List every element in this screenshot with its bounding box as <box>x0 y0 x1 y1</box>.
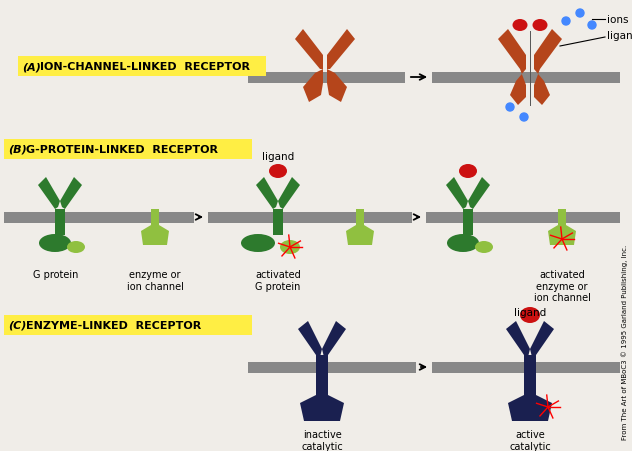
Polygon shape <box>327 70 347 103</box>
Text: (B): (B) <box>8 145 27 155</box>
Polygon shape <box>468 178 490 210</box>
Text: inactive
catalytic
domain: inactive catalytic domain <box>301 429 343 451</box>
Polygon shape <box>463 210 473 235</box>
Polygon shape <box>151 210 159 226</box>
Bar <box>432 72 620 83</box>
Polygon shape <box>38 178 60 210</box>
Polygon shape <box>356 210 364 226</box>
Polygon shape <box>300 381 344 421</box>
Ellipse shape <box>241 235 275 253</box>
Polygon shape <box>256 178 278 210</box>
Polygon shape <box>506 321 530 357</box>
Circle shape <box>520 114 528 122</box>
Polygon shape <box>508 381 552 421</box>
Ellipse shape <box>269 165 287 179</box>
Polygon shape <box>60 178 82 210</box>
Polygon shape <box>273 210 283 235</box>
Polygon shape <box>327 30 355 70</box>
Polygon shape <box>295 30 323 70</box>
Polygon shape <box>558 210 566 226</box>
Circle shape <box>506 104 514 112</box>
Text: (A): (A) <box>22 62 41 72</box>
Bar <box>426 212 620 223</box>
Polygon shape <box>316 355 328 381</box>
Polygon shape <box>303 70 323 103</box>
Ellipse shape <box>459 165 477 179</box>
Bar <box>18 57 266 77</box>
Ellipse shape <box>475 241 493 253</box>
Bar <box>4 140 252 160</box>
Polygon shape <box>346 226 374 245</box>
Text: ligand: ligand <box>262 152 294 161</box>
Bar <box>432 362 620 373</box>
Circle shape <box>562 18 570 26</box>
Text: G-PROTEIN-LINKED  RECEPTOR: G-PROTEIN-LINKED RECEPTOR <box>26 145 218 155</box>
Text: enzyme or
ion channel: enzyme or ion channel <box>126 269 183 291</box>
Ellipse shape <box>447 235 479 253</box>
Polygon shape <box>322 321 346 357</box>
Bar <box>4 315 252 335</box>
Text: ligand: ligand <box>607 31 632 41</box>
Text: ION-CHANNEL-LINKED  RECEPTOR: ION-CHANNEL-LINKED RECEPTOR <box>40 62 250 72</box>
Text: ENZYME-LINKED  RECEPTOR: ENZYME-LINKED RECEPTOR <box>26 320 201 330</box>
Text: ligand: ligand <box>514 307 546 318</box>
Polygon shape <box>548 226 576 245</box>
Polygon shape <box>298 321 322 357</box>
Bar <box>248 362 416 373</box>
Ellipse shape <box>67 241 85 253</box>
Text: activated
G protein: activated G protein <box>255 269 301 291</box>
Bar <box>4 212 194 223</box>
Ellipse shape <box>513 20 528 32</box>
Polygon shape <box>524 355 536 381</box>
Text: ions: ions <box>607 15 628 25</box>
Ellipse shape <box>39 235 71 253</box>
Ellipse shape <box>280 240 300 254</box>
Text: From The Art of MBoC3 © 1995 Garland Publishing, Inc.: From The Art of MBoC3 © 1995 Garland Pub… <box>621 244 628 439</box>
Polygon shape <box>534 30 562 106</box>
Polygon shape <box>278 178 300 210</box>
Text: active
catalytic
domain: active catalytic domain <box>509 429 551 451</box>
Text: activated
enzyme or
ion channel: activated enzyme or ion channel <box>533 269 590 303</box>
Polygon shape <box>446 178 468 210</box>
Bar <box>248 72 405 83</box>
Polygon shape <box>55 210 65 235</box>
Text: (C): (C) <box>8 320 27 330</box>
Bar <box>208 212 412 223</box>
Circle shape <box>576 10 584 18</box>
Polygon shape <box>530 321 554 357</box>
Circle shape <box>588 22 596 30</box>
Ellipse shape <box>520 307 540 323</box>
Polygon shape <box>498 30 526 106</box>
Text: G protein: G protein <box>33 269 79 279</box>
Polygon shape <box>141 226 169 245</box>
Ellipse shape <box>533 20 547 32</box>
